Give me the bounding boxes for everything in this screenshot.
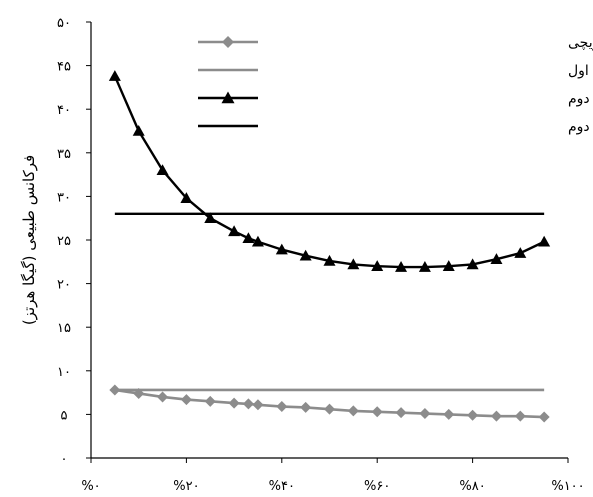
data-point (276, 401, 288, 413)
data-point (204, 212, 217, 223)
data-point (490, 253, 503, 264)
y-tick-label: ۴۰ (57, 103, 71, 118)
data-point (132, 125, 145, 136)
data-point (514, 247, 527, 258)
data-point (538, 411, 550, 423)
data-point (156, 164, 169, 176)
data-point (538, 235, 551, 247)
legend-label: شبیه سازی دینامیک مولکولی/فرکانس دوم (568, 119, 593, 135)
data-point (180, 394, 192, 406)
data-point (395, 407, 407, 419)
y-tick-label: ۰ (61, 452, 68, 467)
data-point (242, 232, 255, 244)
y-tick-label: ۱۵ (57, 321, 71, 336)
data-point (347, 405, 359, 417)
series-3 (108, 70, 551, 272)
data-point (180, 192, 193, 203)
y-tick-label: ۳۰ (57, 190, 71, 205)
legend-entry-2: شبیه سازی دینامیک مولکولی/فرکانس اول (198, 63, 593, 79)
data-point (323, 254, 336, 266)
data-point (490, 410, 502, 422)
axes (86, 21, 569, 463)
x-tick-label: %۰ (81, 479, 100, 494)
data-point (443, 408, 455, 420)
data-point (395, 261, 408, 272)
data-point (419, 408, 431, 420)
data-point (371, 260, 384, 271)
y-tick-label: ۱۰ (57, 365, 71, 380)
series-layer (108, 70, 551, 423)
series-line (113, 75, 545, 269)
data-point (300, 401, 312, 413)
y-tick-label: ۴۵ (57, 60, 71, 75)
data-point (418, 261, 431, 272)
data-point (251, 235, 264, 247)
data-point (228, 225, 241, 237)
data-point (467, 409, 479, 421)
data-point (157, 391, 169, 403)
legend-entry-1: فرکانس اول/مدل تیر ساندویچی (198, 35, 593, 51)
y-tick-label: ۲۵ (57, 234, 71, 249)
x-tick-label: %۲۰ (173, 479, 199, 494)
y-tick-label: ۵۰ (57, 16, 71, 31)
y-tick-label: ۳۵ (57, 147, 71, 162)
data-point (347, 258, 360, 270)
data-point (228, 397, 240, 409)
data-point (466, 258, 479, 270)
x-tick-label: %۸۰ (459, 479, 485, 494)
data-point (514, 410, 526, 422)
legend-marker (221, 91, 235, 104)
data-point (442, 260, 455, 271)
data-point (108, 70, 121, 81)
y-tick-label: ۵ (61, 408, 68, 423)
data-point (275, 243, 288, 255)
data-point (242, 398, 254, 410)
legend: فرکانس اول/مدل تیر ساندویچی شبیه سازی دین… (198, 35, 593, 135)
legend-label: فرکانس اول/مدل تیر ساندویچی (568, 35, 593, 51)
legend-marker (222, 36, 234, 48)
tick-labels: ۰ ۵ ۱۰ ۱۵ ۲۰ ۲۵ ۳۰ ۳۵ ۴۰ ۴۵ ۵۰ %۰ %۲۰ %۴۰ %۶۰ %۸۰ %۱۰۰ (57, 16, 585, 494)
x-tick-label: %۱۰۰ (551, 479, 584, 494)
data-point (299, 249, 312, 261)
legend-entry-3: مدل تیر ساندویچی/فرکانس دوم (198, 91, 593, 107)
legend-entry-4: شبیه سازی دینامیک مولکولی/فرکانس دوم (198, 119, 593, 135)
x-tick-label: %۶۰ (364, 479, 390, 494)
legend-label: شبیه سازی دینامیک مولکولی/فرکانس اول (568, 63, 593, 79)
data-point (204, 395, 216, 407)
y-axis-label: فرکانس طبیعی (گیگا هرتز) (20, 155, 38, 325)
series-1 (109, 384, 550, 423)
data-point (324, 403, 335, 415)
legend-label: مدل تیر ساندویچی/فرکانس دوم (568, 91, 593, 107)
y-tick-label: ۲۰ (57, 278, 71, 293)
x-tick-label: %۴۰ (269, 479, 295, 494)
data-point (252, 399, 264, 411)
data-point (371, 406, 383, 418)
